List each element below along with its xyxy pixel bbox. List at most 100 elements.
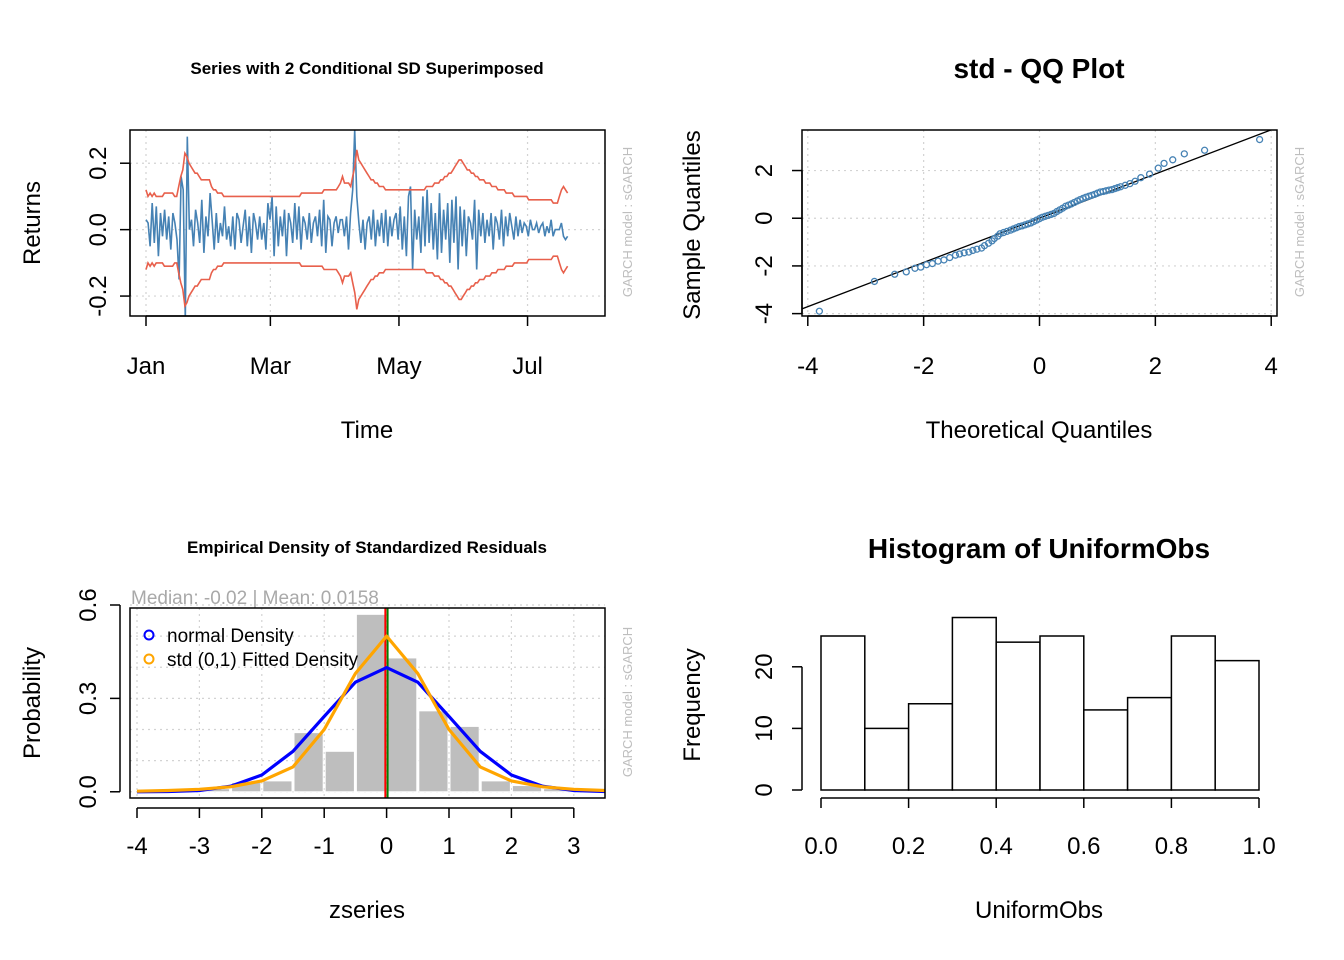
qq-point	[1200, 146, 1209, 154]
y-tick-label: 0	[751, 783, 778, 796]
histogram-bar	[480, 780, 511, 793]
qq-point	[1121, 181, 1129, 189]
watermark: GARCH model : sGARCH	[1292, 147, 1307, 297]
panel-qq-plot: std - QQ Plot Theoretical Quantiles Samp…	[679, 53, 1307, 444]
x-tick-label: 0.4	[980, 833, 1013, 860]
axes: 0.0 0.2 0.4 0.6 0.8 1.0 0 10 20	[751, 653, 1276, 860]
x-tick-label: 4	[1265, 353, 1278, 380]
x-tick-label: -4	[126, 833, 147, 860]
x-tick-label: 0.2	[892, 833, 925, 860]
legend-label: normal Density	[167, 626, 294, 647]
legend: normal Density std (0,1) Fitted Density	[143, 626, 359, 671]
histogram-bar	[820, 635, 866, 791]
histogram-bar	[951, 616, 997, 791]
histogram-bar	[387, 657, 418, 793]
y-tick-label: -0.2	[85, 275, 112, 316]
y-tick-label: 0.0	[85, 213, 112, 246]
x-tick-label: -3	[189, 833, 210, 860]
legend-marker	[143, 629, 155, 641]
qq-point	[996, 230, 1004, 238]
qq-point	[1116, 183, 1125, 191]
histogram-bar	[262, 780, 293, 793]
qq-point	[1137, 174, 1145, 182]
x-tick-label: 0	[380, 833, 393, 860]
histogram-bar	[418, 710, 449, 793]
qq-point	[940, 256, 948, 264]
qq-point	[955, 250, 964, 258]
x-tick-label: 3	[567, 833, 580, 860]
qq-point	[1160, 159, 1168, 168]
chart-title: Empirical Density of Standardized Residu…	[187, 538, 547, 557]
x-tick-label: -1	[314, 833, 335, 860]
x-axis-label: Time	[341, 417, 393, 444]
x-tick-label: 2	[505, 833, 518, 860]
x-tick-label: 0	[1033, 353, 1046, 380]
histogram-bar	[907, 703, 954, 791]
density-line-std	[136, 634, 606, 793]
histogram-bar	[1039, 635, 1085, 791]
y-tick-label: 0.3	[75, 682, 102, 715]
qq-point	[917, 263, 925, 271]
panel-histogram: Histogram of UniformObs UniformObs Frequ…	[679, 533, 1276, 924]
qq-point	[1255, 135, 1264, 144]
qq-point	[973, 245, 981, 253]
histogram-bar	[864, 727, 910, 791]
qq-point	[1154, 164, 1162, 172]
plot-marks	[820, 616, 1260, 791]
qq-point	[1145, 170, 1154, 178]
x-tick-label: -2	[251, 833, 272, 860]
x-tick-label: Jan	[127, 353, 166, 380]
y-axis-label: Returns	[19, 181, 46, 265]
y-tick-label: 20	[751, 653, 778, 680]
x-tick-label: 1.0	[1242, 833, 1275, 860]
histogram-bar	[324, 750, 355, 793]
grid	[130, 130, 605, 316]
y-axis-label: Frequency	[679, 648, 706, 761]
axes: -4 -3 -2 -1 0 1 2 3 0.0 0.3 0.6	[75, 588, 580, 860]
plot-frame	[129, 129, 606, 317]
chart-title: Series with 2 Conditional SD Superimpose…	[190, 59, 543, 78]
qq-point	[946, 253, 954, 262]
plot-frame	[129, 607, 606, 799]
chart-subtitle: Median: -0.02 | Mean: 0.0158	[131, 588, 379, 609]
y-axis-label: Sample Quantiles	[679, 130, 706, 319]
histogram-bar	[1083, 709, 1129, 791]
qq-point	[960, 249, 968, 257]
histogram-bar	[1170, 635, 1216, 791]
x-tick-label: 0.8	[1155, 833, 1188, 860]
qq-point	[965, 248, 973, 256]
qq-point	[815, 307, 824, 315]
x-tick-label: Mar	[250, 353, 291, 380]
y-axis-label: Probability	[19, 647, 46, 759]
x-tick-label: Jul	[512, 353, 543, 380]
qq-point	[969, 246, 977, 255]
x-tick-label: May	[376, 353, 421, 380]
histogram-bar	[995, 641, 1041, 791]
plot-marks	[145, 130, 569, 316]
qq-point	[870, 277, 879, 286]
watermark: GARCH model : sGARCH	[620, 147, 635, 297]
chart-title: Histogram of UniformObs	[868, 533, 1210, 564]
x-axis-label: Theoretical Quantiles	[926, 417, 1153, 444]
qq-point	[928, 259, 936, 268]
x-tick-label: 2	[1149, 353, 1162, 380]
axes: Jan Mar May Jul -0.2 0.0 0.2	[85, 147, 543, 380]
y-tick-label: 10	[751, 715, 778, 742]
grid	[130, 604, 605, 798]
x-tick-label: 1	[442, 833, 455, 860]
y-tick-label: 0.0	[75, 775, 102, 808]
legend-marker	[143, 653, 155, 665]
legend-label: std (0,1) Fitted Density	[167, 650, 359, 671]
grid	[802, 130, 1277, 316]
qq-point	[1169, 156, 1177, 164]
y-tick-label: 0.2	[85, 147, 112, 180]
chart-title: std - QQ Plot	[953, 53, 1124, 84]
y-tick-label: 2	[751, 164, 778, 177]
x-tick-label: 0.6	[1067, 833, 1100, 860]
series-line-lower_sd	[145, 255, 569, 310]
watermark: GARCH model : sGARCH	[620, 627, 635, 777]
plot-frame	[801, 129, 1278, 317]
qq-point	[1131, 177, 1139, 185]
